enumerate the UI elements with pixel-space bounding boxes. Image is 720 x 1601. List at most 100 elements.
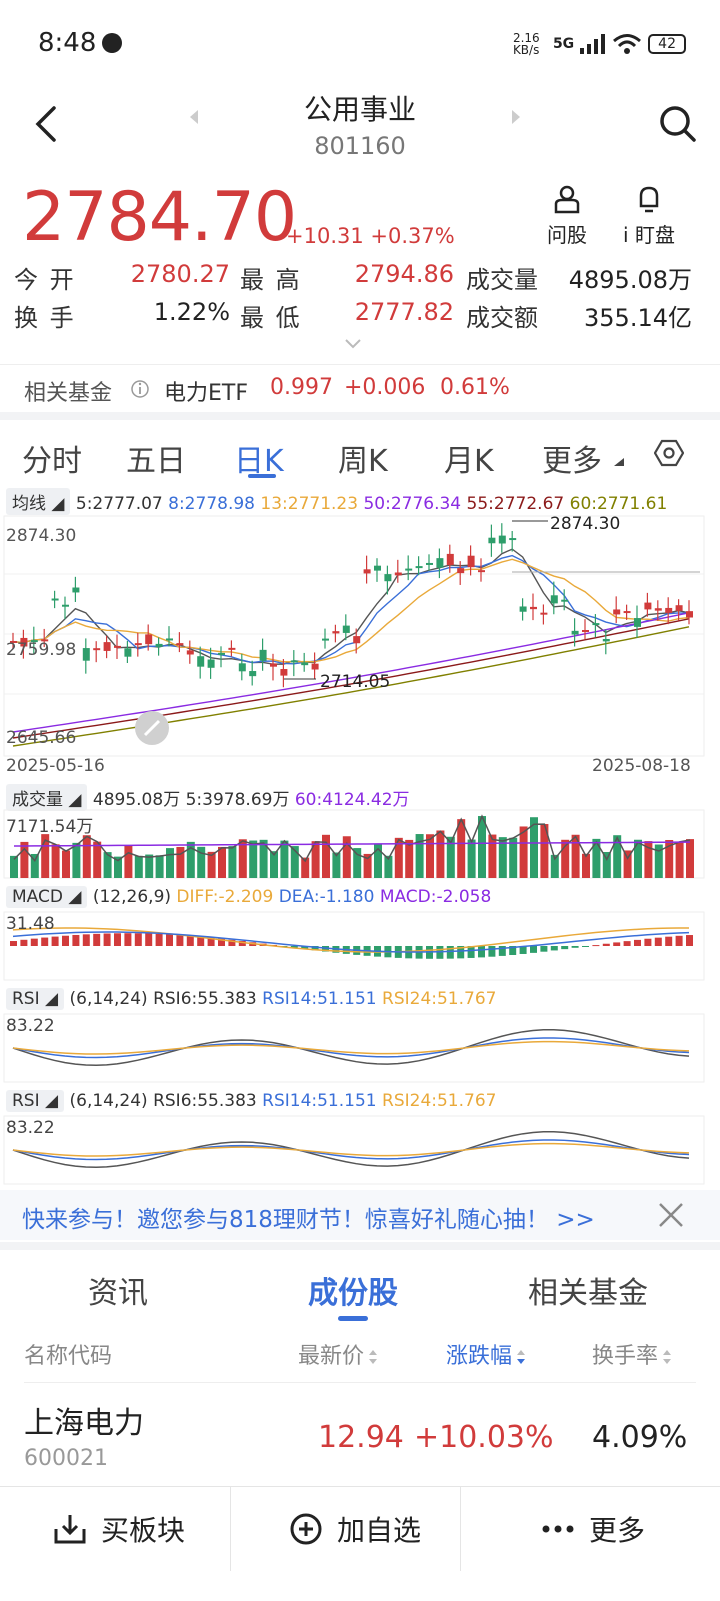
clock-icon xyxy=(102,33,122,53)
macd-bar xyxy=(62,935,69,946)
volume-selector[interactable]: 成交量 ◢ xyxy=(6,784,88,811)
volume-bar xyxy=(259,839,268,878)
volume-bar xyxy=(353,848,362,878)
col-turnover[interactable]: 换手率 xyxy=(592,1338,672,1370)
ma60-value: 60:2771.61 xyxy=(569,494,668,514)
kline-candle xyxy=(582,630,589,633)
macd-bar xyxy=(540,946,548,952)
kline-candle xyxy=(311,663,319,670)
buy-sector-button[interactable]: 买板块 xyxy=(0,1487,238,1571)
index-code: 801160 xyxy=(314,132,406,160)
settings-hexagon-icon[interactable] xyxy=(654,438,684,468)
rsi2-selector[interactable]: RSI ◢ xyxy=(6,1090,65,1112)
volume-bar xyxy=(145,854,154,878)
tab-more[interactable]: 更多 xyxy=(542,444,602,479)
ask-stock-button[interactable]: 问股 xyxy=(532,184,602,248)
tab-intraday[interactable]: 分时 xyxy=(22,444,82,479)
kline-candle xyxy=(602,638,610,642)
kline-candle xyxy=(145,634,153,645)
rsi-chart[interactable] xyxy=(0,1012,720,1084)
expand-chevron-icon[interactable] xyxy=(344,338,362,350)
col-latest-price[interactable]: 最新价 xyxy=(298,1338,378,1370)
next-arrow-icon[interactable] xyxy=(512,110,520,124)
prev-arrow-icon[interactable] xyxy=(190,110,198,124)
tab-daily-k[interactable]: 日K xyxy=(234,444,284,479)
watch-button[interactable]: i 盯盘 xyxy=(614,184,684,248)
volume-bar xyxy=(290,846,299,878)
ma-selector[interactable]: 均线 ◢ xyxy=(6,488,71,515)
kline-candle xyxy=(592,623,600,626)
macd-bar xyxy=(228,939,236,946)
search-icon[interactable] xyxy=(658,104,698,144)
rsi2-chart[interactable] xyxy=(0,1114,720,1186)
info-icon[interactable] xyxy=(130,379,150,399)
ma5-value: 5:2777.07 xyxy=(75,494,163,514)
col-name-code: 名称代码 xyxy=(24,1344,113,1369)
volume-bar xyxy=(30,853,39,878)
macd-bar xyxy=(30,938,38,946)
rsi14-value: RSI14:51.151 xyxy=(262,989,377,1009)
kline-candle xyxy=(41,639,49,642)
kline-chart[interactable] xyxy=(0,512,720,786)
volume-bar xyxy=(10,855,18,878)
kline-candle xyxy=(644,602,652,610)
macd-bar xyxy=(509,946,517,955)
tab-monthly-k[interactable]: 月K xyxy=(444,444,494,479)
volume-bar xyxy=(103,852,112,878)
macd-bar xyxy=(51,936,59,946)
macd-value: MACD:-2.058 xyxy=(379,887,492,907)
close-icon[interactable] xyxy=(658,1202,684,1228)
add-watchlist-button[interactable]: 加自选 xyxy=(236,1487,474,1571)
tab-related-funds[interactable]: 相关基金 xyxy=(528,1276,648,1311)
macd-bar xyxy=(134,933,142,946)
tab-news[interactable]: 资讯 xyxy=(88,1276,148,1311)
banner-text[interactable]: 快来参与！邀您参与818理财节！惊喜好礼随心抽！ >> xyxy=(22,1207,595,1233)
volume-value-label: 4895.08万 xyxy=(92,790,181,810)
macd-bar xyxy=(238,940,246,946)
volume-chart[interactable] xyxy=(0,808,720,880)
related-fund-row[interactable]: 相关基金 电力ETF 0.997 +0.006 0.61% xyxy=(0,364,720,415)
macd-bar xyxy=(530,946,537,953)
kline-candle xyxy=(415,566,423,569)
macd-bar xyxy=(613,942,621,946)
macd-selector[interactable]: MACD ◢ xyxy=(6,886,88,908)
macd-top: 31.48 xyxy=(6,914,55,934)
volume-bar xyxy=(322,834,330,878)
rsi-selector[interactable]: RSI ◢ xyxy=(6,988,65,1010)
volume-bar xyxy=(540,824,549,878)
back-icon[interactable] xyxy=(28,102,68,146)
volume-bar xyxy=(238,839,247,878)
volume-bar xyxy=(582,853,590,878)
promo-banner[interactable]: 快来参与！邀您参与818理财节！惊喜好礼随心抽！ >> xyxy=(0,1190,720,1240)
tab-constituents[interactable]: 成份股 xyxy=(308,1276,398,1311)
table-row[interactable]: 上海电力 600021 12.94 +10.03% 4.09% xyxy=(0,1388,720,1484)
col-change-pct[interactable]: 涨跌幅 xyxy=(446,1338,526,1370)
volume-bar xyxy=(467,839,476,878)
macd-dea: DEA:-1.180 xyxy=(278,887,375,907)
tab-weekly-k[interactable]: 周K xyxy=(338,444,388,479)
divider-v2 xyxy=(460,1487,461,1571)
status-time: 8:48 xyxy=(38,28,97,58)
open-label: 今 开 xyxy=(14,266,76,294)
net-speed: 2.16 KB/s xyxy=(512,31,540,57)
fund-price: 0.997 xyxy=(270,375,333,400)
signal-icon xyxy=(580,34,606,54)
buy-sector-label: 买板块 xyxy=(100,1514,185,1547)
add-watchlist-label: 加自选 xyxy=(336,1514,421,1547)
kline-candle xyxy=(290,660,298,663)
kline-ma-line xyxy=(12,554,690,665)
volume-bar xyxy=(249,840,258,878)
macd-chart[interactable] xyxy=(0,910,720,982)
dropdown-triangle-icon xyxy=(614,458,624,466)
macd-bar xyxy=(592,945,600,947)
tab-five-day[interactable]: 五日 xyxy=(126,444,186,479)
kline-candle xyxy=(197,656,205,667)
kline-start-date: 2025-05-16 xyxy=(6,756,105,776)
more-button[interactable]: 更多 xyxy=(474,1487,712,1571)
rsi2-24-value: RSI24:51.767 xyxy=(382,1091,497,1111)
download-tray-icon xyxy=(54,1515,86,1544)
volume-bar xyxy=(114,856,122,878)
volume-bar xyxy=(270,851,278,878)
kline-candle xyxy=(665,607,673,613)
macd-bar xyxy=(93,933,101,946)
